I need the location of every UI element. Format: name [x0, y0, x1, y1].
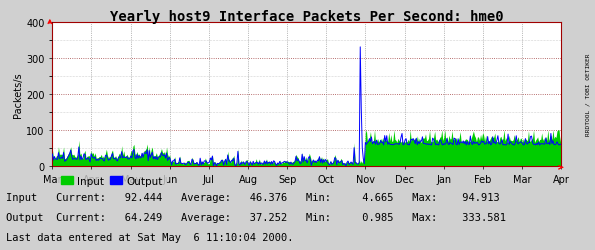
Text: Last data entered at Sat May  6 11:10:04 2000.: Last data entered at Sat May 6 11:10:04 …: [6, 232, 293, 242]
Text: Input   Current:   92.444   Average:   46.376   Min:     4.665   Max:    94.913: Input Current: 92.444 Average: 46.376 Mi…: [6, 192, 500, 202]
Legend: Input, Output: Input, Output: [58, 173, 166, 189]
Text: Output  Current:   64.249   Average:   37.252   Min:     0.985   Max:    333.581: Output Current: 64.249 Average: 37.252 M…: [6, 212, 506, 222]
Text: RRDTOOL / TOBI OETIKER: RRDTOOL / TOBI OETIKER: [586, 53, 591, 136]
Y-axis label: Packets/s: Packets/s: [14, 72, 23, 117]
Text: Yearly host9 Interface Packets Per Second: hme0: Yearly host9 Interface Packets Per Secon…: [110, 10, 503, 24]
